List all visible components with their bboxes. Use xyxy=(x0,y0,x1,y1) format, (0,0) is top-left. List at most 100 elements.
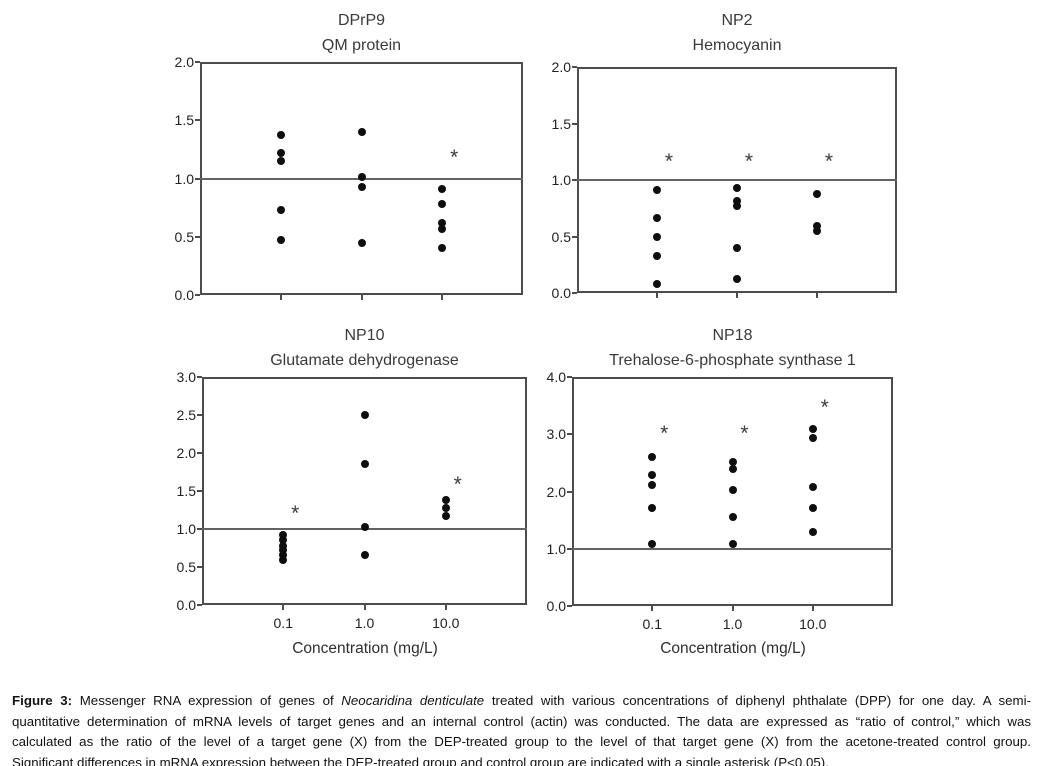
caption-text: Messenger RNA expression of genes of xyxy=(72,693,342,708)
data-point xyxy=(728,512,737,521)
data-point xyxy=(360,460,369,469)
data-point xyxy=(808,482,817,491)
data-point xyxy=(360,411,369,419)
y-tick-label: 1.0 xyxy=(176,521,196,537)
y-tick-label: 4.0 xyxy=(546,369,566,385)
x-tick-mark xyxy=(731,606,734,611)
caption-line-3: calculated as the ratio of the level of … xyxy=(12,734,1031,749)
x-tick-mark xyxy=(736,293,738,298)
panel-title-np2: NP2 Hemocyanin xyxy=(577,8,897,58)
x-tick-mark xyxy=(279,295,282,300)
x-axis-label-left: Concentration (mg/L) xyxy=(292,640,438,657)
data-point xyxy=(438,200,447,209)
reference-line xyxy=(577,179,897,181)
x-tick-mark xyxy=(651,606,654,611)
y-tick-label: 2.0 xyxy=(174,54,194,70)
panel-title-np10: NP10 Glutamate dehydrogenase xyxy=(202,323,527,373)
data-point xyxy=(279,556,288,565)
y-tick-mark xyxy=(197,566,202,568)
x-tick-label: 10.0 xyxy=(799,616,827,632)
data-point xyxy=(360,523,369,532)
data-point xyxy=(438,184,447,193)
y-tick-mark xyxy=(197,414,202,416)
caption-line-4: Significant differences in mRNA expressi… xyxy=(12,754,829,766)
y-tick-label: 1.5 xyxy=(551,115,571,132)
data-point xyxy=(276,157,285,166)
x-tick-mark xyxy=(656,293,658,298)
caption-figure-label: Figure 3: xyxy=(12,693,73,708)
y-tick-mark xyxy=(197,376,202,378)
y-tick-label: 1.0 xyxy=(546,540,566,557)
significance-asterisk: * xyxy=(744,149,754,173)
gene-name-label: Glutamate dehydrogenase xyxy=(270,352,459,369)
data-point xyxy=(733,197,741,206)
data-point xyxy=(357,238,366,247)
data-point xyxy=(648,480,657,489)
gene-name-label: Trehalose-6-phosphate synthase 1 xyxy=(609,352,856,369)
data-point xyxy=(728,464,737,473)
data-point xyxy=(279,531,288,540)
data-point xyxy=(441,504,450,513)
data-point xyxy=(279,541,288,550)
data-point xyxy=(653,251,661,260)
data-point xyxy=(357,127,366,136)
significance-asterisk: * xyxy=(820,396,829,420)
significance-asterisk: * xyxy=(740,422,749,446)
caption-line-1: Figure 3: Messenger RNA expression of ge… xyxy=(12,691,1031,712)
y-tick-label: 2.5 xyxy=(176,407,196,423)
y-tick-label: 0.5 xyxy=(176,559,196,575)
reference-line xyxy=(572,547,893,550)
data-point xyxy=(653,232,661,241)
caption-line-2: quantitative determination of mRNA level… xyxy=(12,713,1031,729)
y-tick-label: 1.0 xyxy=(174,170,194,187)
y-tick-label: 2.0 xyxy=(546,483,566,500)
gene-id-label: NP10 xyxy=(344,327,385,344)
y-tick-mark xyxy=(567,605,572,607)
x-tick-label: 0.1 xyxy=(273,615,293,631)
x-tick-label: 10.0 xyxy=(432,615,460,631)
data-point xyxy=(813,189,821,198)
data-point xyxy=(808,425,817,434)
gene-id-label: NP18 xyxy=(712,327,753,344)
x-tick-mark xyxy=(282,605,285,610)
caption-species-name: Neocaridina denticulate xyxy=(341,693,485,708)
y-tick-label: 0.0 xyxy=(174,287,194,303)
data-point xyxy=(728,540,737,549)
data-point xyxy=(438,218,447,227)
y-tick-label: 3.0 xyxy=(546,426,566,443)
data-point xyxy=(648,453,657,462)
y-tick-label: 0.5 xyxy=(551,228,571,245)
data-point xyxy=(276,236,285,245)
y-tick-mark xyxy=(195,294,200,296)
x-axis-label-right: Concentration (mg/L) xyxy=(660,640,806,657)
data-point xyxy=(276,148,285,157)
data-point xyxy=(438,244,447,253)
y-tick-label: 0.0 xyxy=(546,598,566,614)
data-point xyxy=(441,512,450,521)
data-point xyxy=(728,485,737,494)
panel-title-dprp9: DPrP9 QM protein xyxy=(200,8,523,58)
data-point xyxy=(813,222,821,231)
data-point xyxy=(276,205,285,214)
x-tick-mark xyxy=(363,605,366,610)
significance-asterisk: * xyxy=(664,149,674,173)
y-tick-label: 0.0 xyxy=(176,597,196,613)
data-point xyxy=(357,182,366,191)
caption-text: treated with various concentrations of d… xyxy=(484,693,1031,708)
data-point xyxy=(733,183,741,192)
data-point xyxy=(653,279,661,288)
y-tick-mark xyxy=(567,547,572,550)
gene-name-label: Hemocyanin xyxy=(692,37,782,54)
y-tick-mark xyxy=(567,376,572,378)
significance-asterisk: * xyxy=(824,149,834,173)
y-tick-mark xyxy=(197,604,202,606)
y-tick-mark xyxy=(567,490,572,493)
y-tick-mark xyxy=(572,66,577,68)
data-point xyxy=(808,504,817,513)
data-point xyxy=(648,540,657,549)
y-tick-mark xyxy=(197,528,202,530)
x-tick-mark xyxy=(360,295,363,300)
x-tick-label: 1.0 xyxy=(354,615,375,631)
x-tick-label: 1.0 xyxy=(722,616,743,632)
